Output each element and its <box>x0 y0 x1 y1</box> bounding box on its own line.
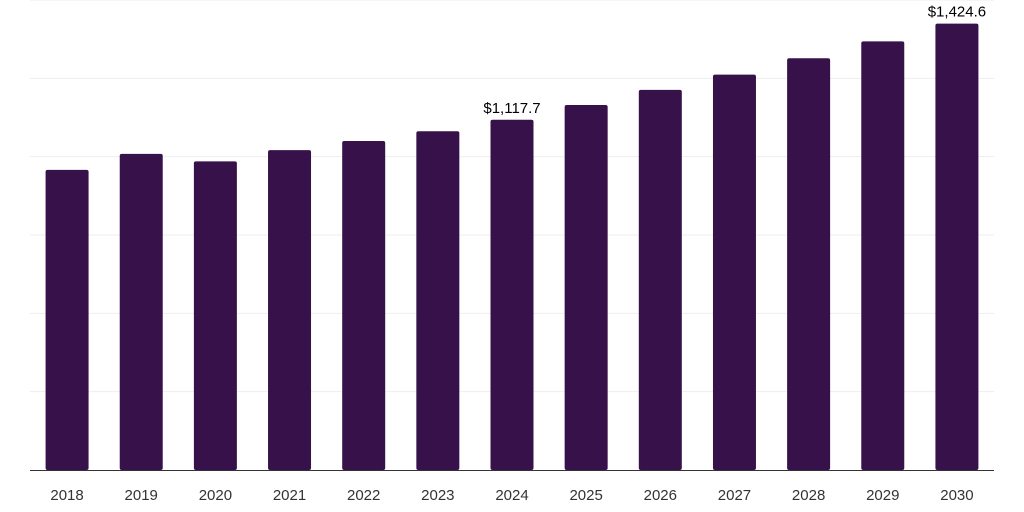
x-tick-label-2022: 2022 <box>347 487 380 504</box>
x-tick-label-2019: 2019 <box>125 487 158 504</box>
bar-2019 <box>119 153 163 470</box>
data-label-2030: $1,424.6 <box>928 4 986 21</box>
data-labels: $1,117.7 $1,424.6 <box>483 4 986 117</box>
bar-2025 <box>564 104 608 470</box>
bar-2020 <box>193 161 237 470</box>
x-tick-label-2029: 2029 <box>866 487 899 504</box>
x-tick-label-2028: 2028 <box>792 487 825 504</box>
x-tick-label-2023: 2023 <box>421 487 454 504</box>
bar-2028 <box>787 58 831 470</box>
x-tick-label-2021: 2021 <box>273 487 306 504</box>
data-label-2024: $1,117.7 <box>483 100 540 117</box>
x-tick-label-2030: 2030 <box>940 487 973 504</box>
x-tick-label-2027: 2027 <box>718 487 751 504</box>
bar-2030 <box>935 23 979 470</box>
bar-2021 <box>268 150 312 470</box>
x-tick-label-2024: 2024 <box>495 487 528 504</box>
bar-2026 <box>638 89 682 470</box>
x-tick-label-2018: 2018 <box>50 487 83 504</box>
x-axis-tick-labels: 2018 2019 2020 2021 2022 2023 2024 2025 2026 2027… <box>50 487 973 504</box>
x-tick-label-2025: 2025 <box>569 487 602 504</box>
bar-2022 <box>342 141 386 470</box>
bars <box>45 23 979 471</box>
x-tick-label-2026: 2026 <box>644 487 677 504</box>
bar-2029 <box>861 41 905 471</box>
bar-2023 <box>416 131 460 470</box>
bar-2027 <box>712 74 756 470</box>
bar-2018 <box>45 169 89 470</box>
bar-2024 <box>490 119 534 471</box>
x-tick-label-2020: 2020 <box>199 487 232 504</box>
